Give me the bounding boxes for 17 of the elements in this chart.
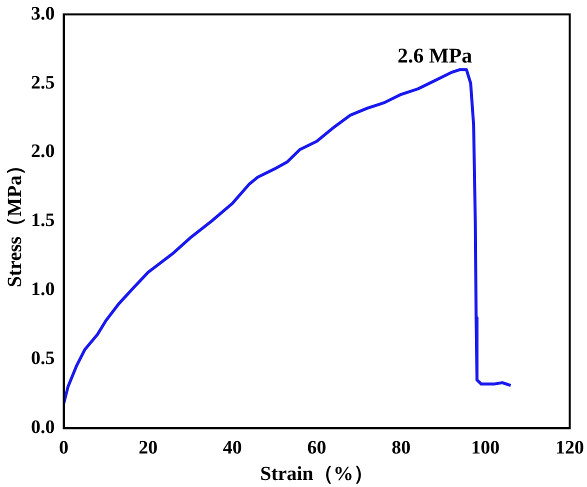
y-tick-label: 2.0: [31, 141, 55, 162]
x-axis-title: Strain（%）: [260, 463, 374, 486]
y-tick-label: 0.0: [31, 417, 55, 438]
y-tick-label: 1.0: [31, 279, 55, 300]
x-tick-label: 0: [59, 438, 68, 459]
x-tick-label: 20: [138, 438, 158, 459]
x-tick-label: 100: [471, 438, 500, 459]
y-tick-label: 3.0: [31, 3, 55, 24]
x-tick-label: 60: [307, 438, 326, 459]
y-tick-label: 1.5: [31, 210, 55, 232]
x-tick-label: 80: [392, 438, 411, 459]
annotation: 2.6 MPa: [397, 43, 473, 68]
y-axis-title: Stress（MPa）: [4, 155, 26, 288]
y-tick-label: 2.5: [31, 72, 55, 94]
x-tick-label: 40: [222, 438, 242, 459]
x-tick-label: 120: [556, 438, 584, 459]
y-tick-label: 0.5: [31, 348, 55, 370]
